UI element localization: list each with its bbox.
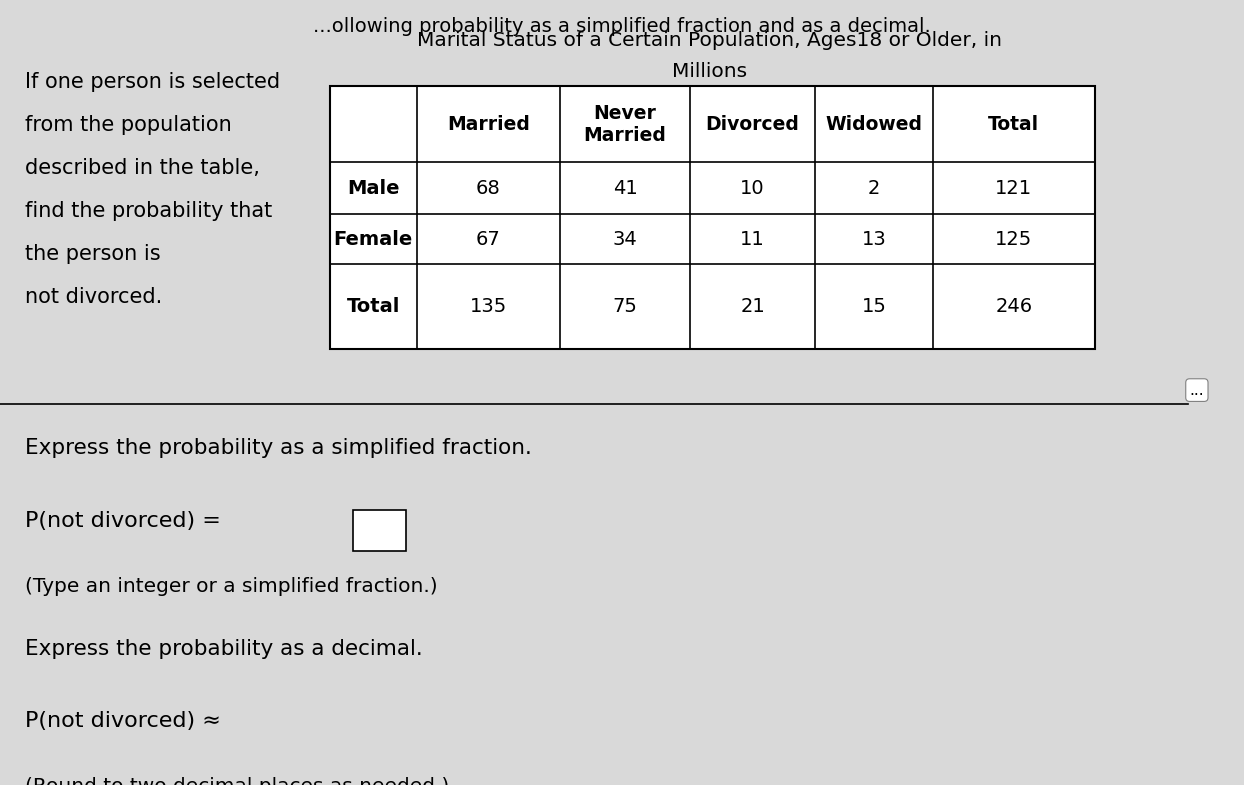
- Text: 246: 246: [995, 297, 1033, 316]
- Text: Never
Married: Never Married: [583, 104, 667, 144]
- Text: If one person is selected: If one person is selected: [25, 72, 280, 93]
- Text: Marital Status of a Certain Population, Ages​18 or Older, in: Marital Status of a Certain Population, …: [417, 31, 1001, 50]
- Text: Express the probability as a decimal.: Express the probability as a decimal.: [25, 639, 423, 659]
- Text: Widowed: Widowed: [826, 115, 922, 133]
- Text: the person is: the person is: [25, 243, 160, 264]
- Text: ...ollowing probability as a simplified fraction and as a decimal.: ...ollowing probability as a simplified …: [313, 17, 931, 36]
- Bar: [353, 509, 406, 551]
- Text: 68: 68: [476, 179, 500, 198]
- Text: 13: 13: [862, 230, 886, 249]
- Bar: [341, 710, 393, 751]
- Text: Total: Total: [347, 297, 399, 316]
- Text: 125: 125: [995, 230, 1033, 249]
- Text: 11: 11: [740, 230, 765, 249]
- Text: ...: ...: [1189, 382, 1204, 397]
- Text: from the population: from the population: [25, 115, 231, 135]
- Text: Divorced: Divorced: [705, 115, 800, 133]
- Text: 10: 10: [740, 179, 765, 198]
- Text: P(not divorced) ≈: P(not divorced) ≈: [25, 711, 220, 731]
- Text: 135: 135: [470, 297, 506, 316]
- Text: Female: Female: [333, 230, 413, 249]
- Text: 75: 75: [613, 297, 637, 316]
- Text: Married: Married: [447, 115, 530, 133]
- Text: Millions: Millions: [672, 62, 746, 81]
- Text: find the probability that: find the probability that: [25, 201, 272, 221]
- Text: 21: 21: [740, 297, 765, 316]
- Text: 67: 67: [476, 230, 500, 249]
- Text: described in the table,: described in the table,: [25, 158, 260, 178]
- Text: Total: Total: [988, 115, 1040, 133]
- Text: 121: 121: [995, 179, 1033, 198]
- Bar: [330, 86, 1095, 349]
- Text: (Type an integer or a simplified fraction.): (Type an integer or a simplified fractio…: [25, 576, 438, 596]
- Text: not divorced.: not divorced.: [25, 287, 162, 306]
- Text: (Round to two decimal places as needed.): (Round to two decimal places as needed.): [25, 776, 449, 785]
- Text: 34: 34: [613, 230, 637, 249]
- Text: Male: Male: [347, 179, 399, 198]
- Text: 41: 41: [613, 179, 637, 198]
- Text: 2: 2: [868, 179, 880, 198]
- Text: P(not divorced) =: P(not divorced) =: [25, 511, 220, 531]
- Text: 15: 15: [862, 297, 886, 316]
- Text: Express the probability as a simplified fraction.: Express the probability as a simplified …: [25, 439, 531, 458]
